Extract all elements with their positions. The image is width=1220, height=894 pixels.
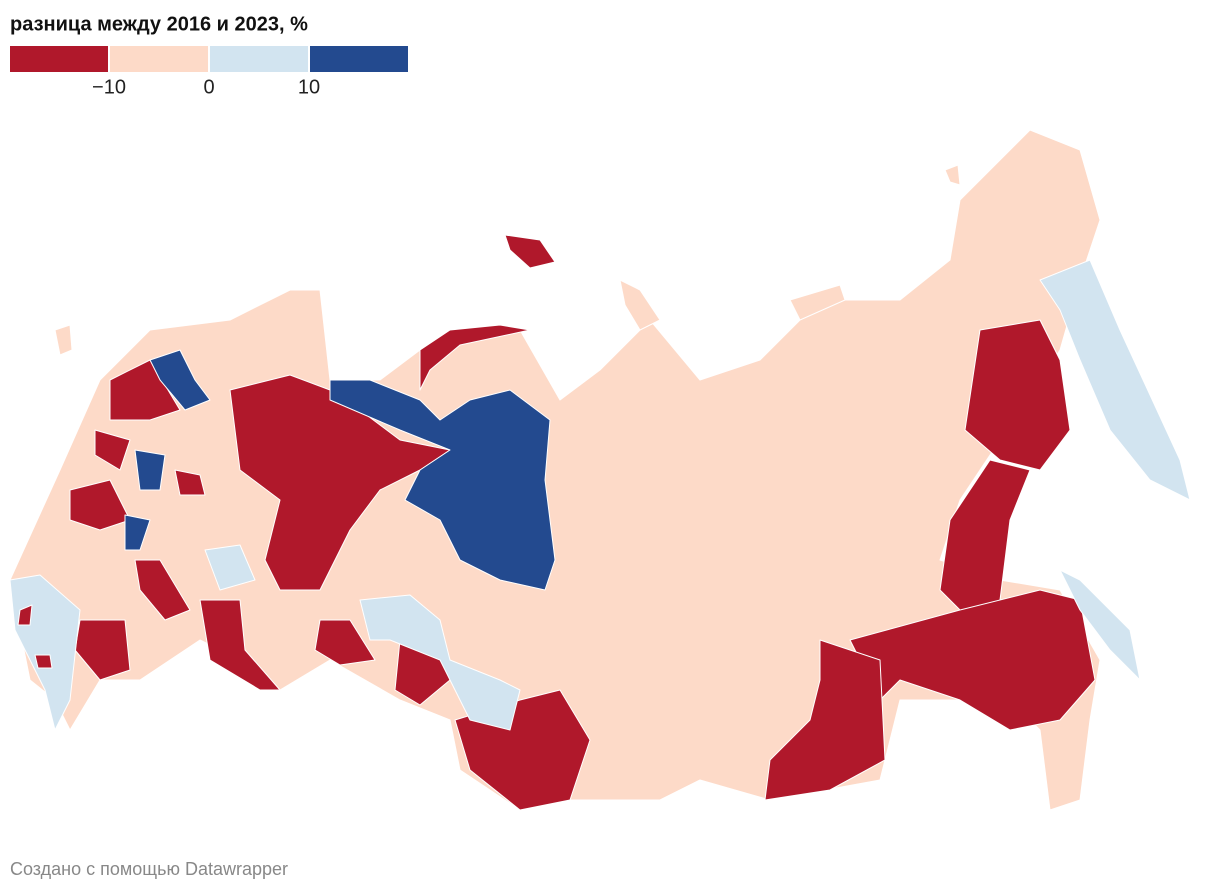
map [9,129,1191,811]
legend-tick-label: 0 [203,76,214,98]
legend-tick-label: 10 [298,76,320,98]
legend-title: разница между 2016 и 2023, % [10,13,308,35]
region [944,164,961,186]
region [329,379,556,591]
region [199,599,281,691]
region [359,594,521,731]
region [54,324,73,356]
region [849,589,1096,731]
region [964,319,1071,471]
region [174,469,206,496]
region [314,619,376,666]
region [124,514,151,551]
region [1059,569,1141,681]
legend: −10 0 10 [10,46,408,98]
legend-swatch [310,46,408,72]
region [789,284,846,321]
legend-swatch [10,46,108,72]
legend-swatch [110,46,208,72]
region [204,544,256,591]
region [109,359,181,421]
legend-swatch [210,46,308,72]
legend-tick-label: −10 [92,76,126,98]
region [69,479,131,531]
region [94,429,131,471]
region [149,349,211,411]
region [764,639,886,801]
region [1039,259,1191,501]
region [419,324,531,391]
region [134,449,166,491]
region [504,234,556,269]
region [619,279,661,331]
region [134,559,191,621]
region [17,604,33,626]
footer-credit: Создано с помощью Datawrapper [10,859,288,879]
region [34,654,53,669]
